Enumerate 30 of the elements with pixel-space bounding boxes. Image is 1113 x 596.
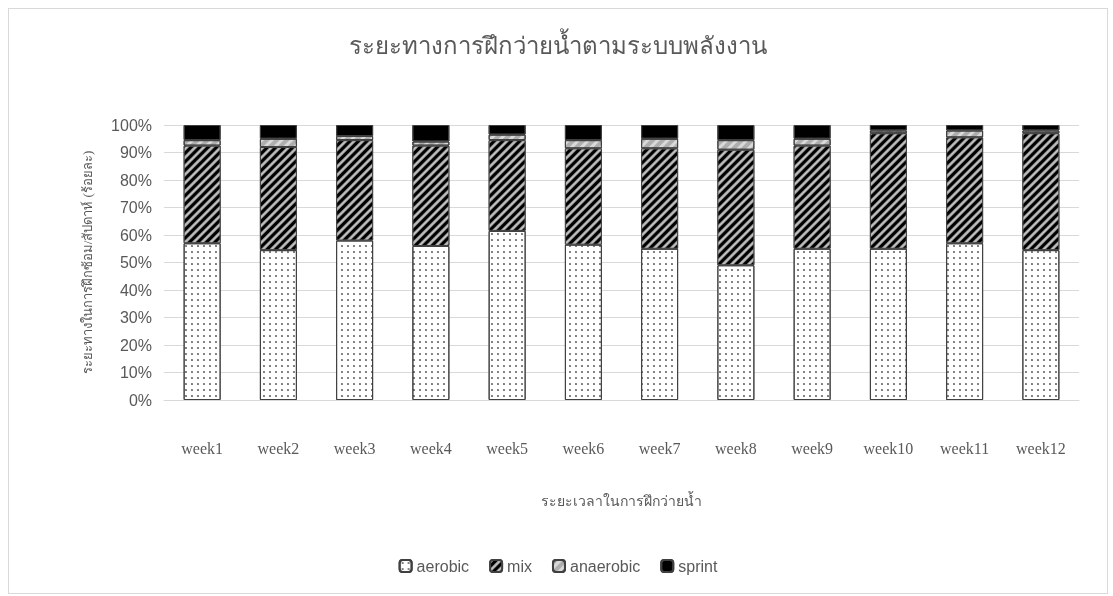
y-tick-label: 40% xyxy=(119,281,152,299)
y-tick-label: 60% xyxy=(119,226,152,244)
x-tick-label: week11 xyxy=(940,439,990,457)
x-tick-label: week12 xyxy=(1015,439,1066,457)
legend-label: sprint xyxy=(678,557,718,575)
y-tick-label: 20% xyxy=(119,336,152,354)
y-tick-label: 70% xyxy=(119,199,152,216)
x-tick-label: week1 xyxy=(181,439,224,457)
x-tick-label: week8 xyxy=(714,439,757,457)
legend-label: mix xyxy=(507,557,532,575)
x-tick-label: week3 xyxy=(333,439,376,457)
y-tick-label: 80% xyxy=(119,171,152,189)
x-tick-label: week6 xyxy=(562,439,605,457)
y-tick-label: 10% xyxy=(119,364,152,381)
y-tick-label: 90% xyxy=(119,144,152,161)
x-axis-title: ระยะเวลาในการฝึกว่ายน้ำ xyxy=(541,490,702,509)
y-axis-title: ระยะทางในการฝึกซ้อม/สัปดาห์ (ร้อยละ) xyxy=(80,150,95,375)
y-tick-label: 0% xyxy=(128,391,152,409)
x-tick-label: week7 xyxy=(638,439,681,457)
x-tick-label: week10 xyxy=(863,439,914,457)
y-tick-label: 100% xyxy=(111,116,152,134)
legend-label: aerobic xyxy=(416,557,470,575)
x-tick-label: week2 xyxy=(257,439,300,457)
x-tick-label: week9 xyxy=(791,439,834,457)
legend-label: anaerobic xyxy=(569,557,641,575)
x-tick-label: week4 xyxy=(409,439,452,457)
y-tick-label: 50% xyxy=(119,254,152,271)
y-tick-label: 30% xyxy=(119,309,152,326)
x-tick-label: week5 xyxy=(486,439,529,457)
chart-title: ระยะทางการฝึกว่ายน้ำตามระบบพลังงาน xyxy=(349,28,767,59)
